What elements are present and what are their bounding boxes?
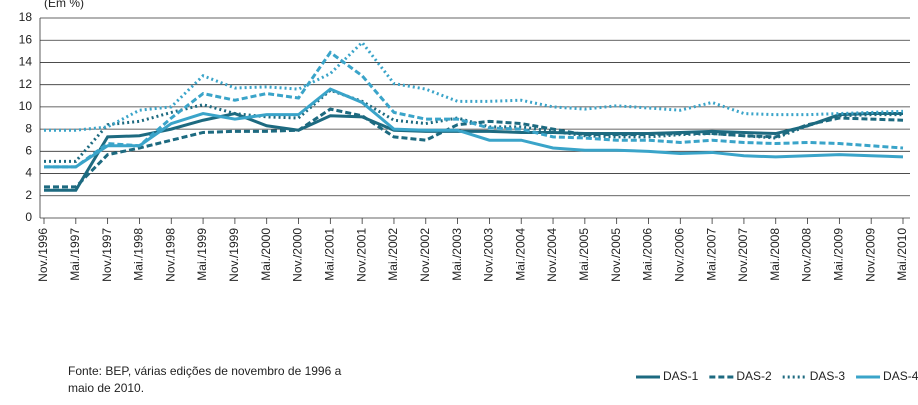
x-tick-label: Nov./2003 [482, 228, 496, 282]
x-tick-label: Nov./1999 [227, 228, 241, 282]
x-tick-label: Mai./2003 [450, 228, 464, 281]
source-note: Fonte: BEP, várias edições de novembro d… [68, 364, 342, 395]
x-tick-label: Mai./2008 [768, 228, 782, 281]
y-tick-label: 14 [19, 55, 33, 69]
y-axis-label: (Em %) [44, 0, 84, 10]
series-line [44, 111, 903, 192]
y-tick-label: 18 [19, 10, 33, 24]
y-tick-label: 2 [25, 188, 32, 202]
y-tick-label: 8 [25, 121, 32, 135]
x-tick-label: Nov./2006 [672, 228, 686, 282]
x-tick-label: Nov./1998 [163, 228, 177, 282]
y-tick-label: 4 [25, 166, 32, 180]
x-tick-label: Nov./2007 [736, 228, 750, 282]
x-tick-label: Mai./2006 [641, 228, 655, 281]
x-tick-label: Mai./2004 [513, 228, 527, 281]
x-tick-label: Nov./2008 [800, 228, 814, 282]
x-tick-label: Mai./2001 [323, 228, 337, 281]
y-tick-label: 0 [25, 210, 32, 224]
x-tick-label: Mai./2009 [832, 228, 846, 281]
legend-label: DAS-4 [883, 369, 918, 383]
x-tick-label: Nov./2004 [545, 228, 559, 282]
x-tick-label: Nov./2009 [863, 228, 877, 282]
legend-label: DAS-1 [663, 369, 699, 383]
y-tick-label: 6 [25, 144, 32, 158]
x-tick-label: Mai./1998 [132, 228, 146, 281]
x-tick-label: Nov./1996 [36, 228, 50, 282]
series-line [44, 107, 904, 189]
legend-label: DAS-2 [736, 369, 772, 383]
y-tick-label: 16 [19, 32, 33, 46]
x-tick-label: Mai./2007 [704, 228, 718, 281]
legend-label: DAS-3 [810, 369, 846, 383]
series-line [44, 50, 904, 169]
x-tick-label: Nov./1997 [100, 228, 114, 282]
series-line [44, 87, 904, 169]
x-tick-label: Mai./1999 [195, 228, 209, 281]
x-tick-label: Mai./2010 [895, 228, 909, 281]
x-tick-label: Mai./2005 [577, 228, 591, 281]
x-tick-label: Nov./2002 [418, 228, 432, 282]
x-tick-label: Mai./1997 [68, 228, 82, 281]
series-line [44, 88, 903, 163]
x-tick-label: Nov./2000 [291, 228, 305, 282]
x-tick-label: Mai./2000 [259, 228, 273, 281]
x-tick-label: Nov./2001 [354, 228, 368, 282]
x-tick-label: Nov./2005 [609, 228, 623, 282]
y-tick-label: 10 [19, 99, 33, 113]
x-tick-label: Mai./2002 [386, 228, 400, 281]
y-tick-label: 12 [19, 77, 33, 91]
